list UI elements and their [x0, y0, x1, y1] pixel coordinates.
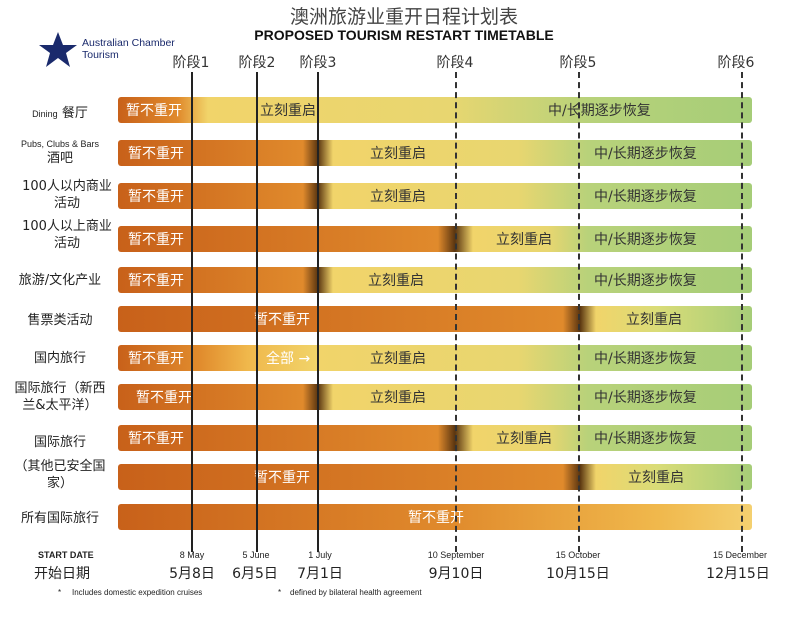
bar-segment-closed: 暂不重开: [128, 273, 184, 289]
row-label-business-over-100: 100人以上商业活动: [22, 219, 112, 251]
bar-segment-gradual: 中/长期逐步恢复: [548, 103, 651, 119]
row-label-intl-travel: 国际旅行: [33, 435, 86, 450]
timeline-bar-domestic-travel: 暂不重开 全部 → 立刻重启 中/长期逐步恢复: [118, 345, 752, 371]
bar-segment-gradual: 中/长期逐步恢复: [594, 189, 697, 205]
bar-segment-closed: 暂不重开: [128, 431, 184, 447]
bar-segment-restart: 立刻重启: [628, 470, 684, 486]
bar-segment-restart: 立刻重启: [370, 189, 426, 205]
bar-segment-restart: 立刻重启: [260, 103, 316, 119]
footnote-1: Includes domestic expedition cruises: [72, 588, 203, 597]
phase-label-6: 阶段6: [717, 55, 755, 71]
date-en-1: 8 May: [179, 550, 205, 560]
bar-segment-closed: 暂不重开: [254, 470, 310, 486]
date-cn-3: 7月1日: [297, 566, 343, 582]
phase-label-3: 阶段3: [299, 55, 337, 71]
timeline-bar-intl-travel: 暂不重开 立刻重启 中/长期逐步恢复: [118, 425, 752, 451]
date-en-6: 15 December: [712, 550, 768, 560]
timeline-bar-dining: 暂不重开 立刻重启 中/长期逐步恢复: [118, 97, 752, 123]
footnote-2: defined by bilateral health agreement: [290, 588, 422, 597]
phase-line-1: [191, 72, 193, 552]
phase-line-3: [317, 72, 319, 552]
timeline-bar-intl-nz-pacific: 暂不重开 立刻重启 中/长期逐步恢复: [118, 384, 752, 410]
bar-segment-restart: 立刻重启: [368, 273, 424, 289]
date-cn-6: 12月15日: [706, 566, 770, 582]
phase-label-4: 阶段4: [436, 55, 474, 71]
page-title: 澳洲旅游业重开日程计划表: [289, 6, 518, 28]
bar-segment-closed: 暂不重开: [128, 189, 184, 205]
phase-line-4: [455, 72, 457, 552]
date-en-5: 15 October: [555, 550, 601, 560]
bar-segment-gradual: 中/长期逐步恢复: [594, 273, 697, 289]
row-label-intl-nz-pacific: 国际旅行（新西兰&太平洋）: [14, 381, 106, 413]
row-label-tourism-culture: 旅游/文化产业: [18, 273, 102, 288]
bar-segment-closed: 暂不重开: [408, 510, 464, 526]
row-label-intl-other-safe: （其他已安全国家）: [14, 459, 106, 491]
footnote-2-marker: *: [278, 588, 282, 597]
date-en-2: 5 June: [242, 550, 270, 560]
bar-segment-closed: 暂不重开: [126, 103, 182, 119]
southern-cross-star-icon: [39, 32, 77, 67]
bar-segment-restart: 立刻重启: [496, 431, 552, 447]
start-date-label: START DATE: [38, 550, 94, 560]
bar-segment-closed: 暂不重开: [136, 390, 192, 406]
bar-segment-all-arrow: 全部 →: [266, 351, 311, 367]
footnote-1-marker: *: [58, 588, 62, 597]
bar-segment-gradual: 中/长期逐步恢复: [594, 390, 697, 406]
row-label-dining: Dining 餐厅: [32, 106, 88, 121]
logo-text-line2: Tourism: [82, 49, 119, 61]
logo: Australian Chamber Tourism: [36, 30, 186, 70]
timeline-bar-tourism-culture: 暂不重开 立刻重启 中/长期逐步恢复: [118, 267, 752, 293]
row-label-ticketed-events: 售票类活动: [27, 313, 93, 328]
timeline-bar-business-over-100: 暂不重开 立刻重启 中/长期逐步恢复: [118, 226, 752, 252]
timeline-bar-all-intl-travel: 暂不重开: [118, 504, 752, 530]
row-label-all-intl-travel: 所有国际旅行: [20, 511, 99, 526]
row-label-business-under-100: 100人以内商业活动: [22, 179, 112, 211]
date-cn-2: 6月5日: [232, 566, 278, 582]
start-date-label-cn: 开始日期: [34, 566, 90, 582]
phase-line-2: [256, 72, 258, 552]
bar-segment-closed: 暂不重开: [128, 232, 184, 248]
row-label-bars: Pubs, Clubs & Bars 酒吧: [20, 139, 100, 166]
bar-segment-gradual: 中/长期逐步恢复: [594, 431, 697, 447]
phase-label-2: 阶段2: [238, 55, 276, 71]
bar-segment-closed: 暂不重开: [254, 312, 310, 328]
date-cn-5: 10月15日: [546, 566, 610, 582]
bar-segment-restart: 立刻重启: [496, 232, 552, 248]
date-cn-1: 5月8日: [169, 566, 215, 582]
bar-segment-gradual: 中/长期逐步恢复: [594, 232, 697, 248]
phase-label-5: 阶段5: [559, 55, 597, 71]
phase-line-6: [741, 72, 743, 552]
timeline-bar-business-under-100: 暂不重开 立刻重启 中/长期逐步恢复: [118, 183, 752, 209]
bar-segment-gradual: 中/长期逐步恢复: [594, 146, 697, 162]
timeline-bar-ticketed-events: 暂不重开 立刻重启: [118, 306, 752, 332]
phase-line-5: [578, 72, 580, 552]
bar-segment-closed: 暂不重开: [128, 351, 184, 367]
row-label-domestic-travel: 国内旅行: [33, 351, 86, 366]
date-en-3: 1 July: [308, 550, 332, 560]
bar-segment-restart: 立刻重启: [626, 312, 682, 328]
timeline-bar-intl-other-safe: 暂不重开 立刻重启: [118, 464, 752, 490]
date-en-4: 10 September: [427, 550, 485, 560]
phase-label-1: 阶段1: [172, 55, 210, 71]
bar-segment-restart: 立刻重启: [370, 351, 426, 367]
timeline-bar-bars: 暂不重开 立刻重启 中/长期逐步恢复: [118, 140, 752, 166]
logo-text-line1: Australian Chamber: [82, 37, 175, 49]
bar-segment-restart: 立刻重启: [370, 146, 426, 162]
page-subtitle: PROPOSED TOURISM RESTART TIMETABLE: [254, 27, 554, 43]
bar-segment-closed: 暂不重开: [128, 146, 184, 162]
bar-segment-gradual: 中/长期逐步恢复: [594, 351, 697, 367]
bar-segment-restart: 立刻重启: [370, 390, 426, 406]
date-cn-4: 9月10日: [428, 566, 484, 582]
